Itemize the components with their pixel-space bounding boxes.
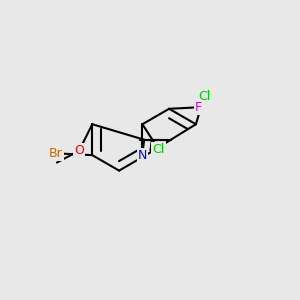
Text: F: F [195,101,202,114]
Text: Cl: Cl [198,90,210,103]
Text: O: O [74,144,84,157]
Text: Br: Br [49,147,63,160]
Text: Cl: Cl [152,143,165,156]
Text: N: N [138,149,147,162]
